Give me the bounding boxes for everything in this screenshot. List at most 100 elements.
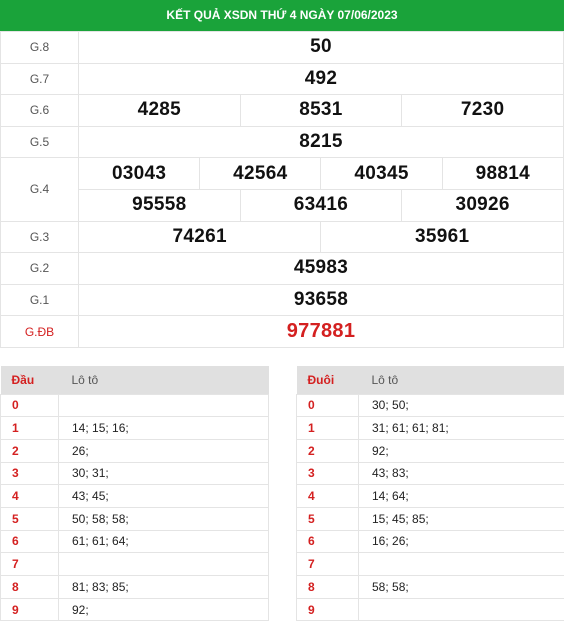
- prize-label-special: G.ĐB: [1, 316, 79, 348]
- loto-value: 30; 31;: [59, 462, 269, 485]
- prize-value: 7230: [402, 95, 564, 127]
- loto-key: 4: [297, 485, 359, 508]
- prize-row-g8: G.8 50: [1, 32, 564, 64]
- loto-header-row: Đuôi Lô tô: [297, 366, 564, 394]
- prize-value: 40345: [321, 158, 442, 190]
- loto-row: 0: [1, 394, 269, 417]
- loto-value: 26;: [59, 439, 269, 462]
- prize-value: 492: [79, 63, 564, 95]
- loto-key: 6: [1, 530, 59, 553]
- prize-value-special: 977881: [79, 316, 564, 348]
- prize-value: 74261: [79, 221, 321, 253]
- loto-key: 2: [297, 439, 359, 462]
- prize-row-g5: G.5 8215: [1, 126, 564, 158]
- loto-key: 5: [297, 507, 359, 530]
- prize-value: 95558: [79, 189, 241, 221]
- prize-label: G.2: [1, 253, 79, 285]
- loto-value: [359, 598, 564, 621]
- results-table: G.8 50 G.7 492 G.6 4285 8531 7230 G.5 82…: [0, 31, 564, 348]
- loto-key: 5: [1, 507, 59, 530]
- loto-value: [59, 394, 269, 417]
- loto-header-row: Đầu Lô tô: [1, 366, 269, 394]
- prize-row-g1: G.1 93658: [1, 284, 564, 316]
- loto-key: 1: [297, 417, 359, 440]
- loto-value: 14; 64;: [359, 485, 564, 508]
- loto-value: 30; 50;: [359, 394, 564, 417]
- loto-key: 3: [297, 462, 359, 485]
- prize-row-g4: G.4 03043 42564 40345 98814: [1, 158, 564, 190]
- loto-value: 61; 61; 64;: [59, 530, 269, 553]
- loto-row: 9: [297, 598, 564, 621]
- loto-value: 16; 26;: [359, 530, 564, 553]
- prize-label: G.7: [1, 63, 79, 95]
- loto-key: 6: [297, 530, 359, 553]
- loto-value: 43; 83;: [359, 462, 564, 485]
- prize-value: 8531: [240, 95, 402, 127]
- prize-label: G.4: [1, 158, 79, 221]
- loto-key: 0: [1, 394, 59, 417]
- loto-key: 8: [1, 576, 59, 599]
- prize-value: 42564: [200, 158, 321, 190]
- loto-row: 7: [297, 553, 564, 576]
- loto-head-key: Đầu: [1, 366, 59, 394]
- prize-value: 98814: [442, 158, 563, 190]
- loto-key: 9: [297, 598, 359, 621]
- loto-value: [359, 553, 564, 576]
- prize-value: 03043: [79, 158, 200, 190]
- loto-key: 3: [1, 462, 59, 485]
- loto-value: [59, 553, 269, 576]
- prize-row-g4-second: 95558 63416 30926: [1, 189, 564, 221]
- prize-row-g6: G.6 4285 8531 7230: [1, 95, 564, 127]
- loto-key: 0: [297, 394, 359, 417]
- prize-label: G.3: [1, 221, 79, 253]
- loto-value: 43; 45;: [59, 485, 269, 508]
- loto-key: 8: [297, 576, 359, 599]
- results-header: KẾT QUẢ XSDN THỨ 4 NGÀY 07/06/2023: [0, 0, 564, 31]
- loto-key: 7: [1, 553, 59, 576]
- loto-key: 4: [1, 485, 59, 508]
- prize-value: 4285: [79, 95, 241, 127]
- prize-row-g3: G.3 74261 35961: [1, 221, 564, 253]
- loto-key: 2: [1, 439, 59, 462]
- loto-value: 92;: [59, 598, 269, 621]
- prize-label: G.1: [1, 284, 79, 316]
- loto-value: 50; 58; 58;: [59, 507, 269, 530]
- prize-value: 30926: [402, 189, 564, 221]
- loto-head-key: Đuôi: [297, 366, 359, 394]
- loto-value: 81; 83; 85;: [59, 576, 269, 599]
- prize-value: 93658: [79, 284, 564, 316]
- prize-value: 63416: [240, 189, 402, 221]
- prize-value: 45983: [79, 253, 564, 285]
- loto-head-value: Lô tô: [359, 366, 564, 394]
- prize-value: 50: [79, 32, 564, 64]
- prize-label: G.5: [1, 126, 79, 158]
- loto-row: 7: [1, 553, 269, 576]
- prize-label: G.6: [1, 95, 79, 127]
- prize-value: 35961: [321, 221, 564, 253]
- loto-key: 1: [1, 417, 59, 440]
- prize-label: G.8: [1, 32, 79, 64]
- loto-head-value: Lô tô: [59, 366, 269, 394]
- loto-value: 58; 58;: [359, 576, 564, 599]
- prize-row-special: G.ĐB 977881: [1, 316, 564, 348]
- prize-row-g7: G.7 492: [1, 63, 564, 95]
- loto-key: 7: [297, 553, 359, 576]
- loto-value: 92;: [359, 439, 564, 462]
